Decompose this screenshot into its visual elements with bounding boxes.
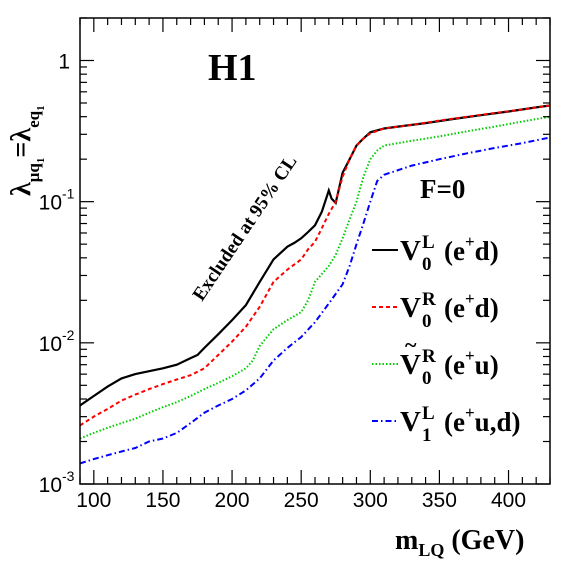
legend-superscript: L: [422, 232, 435, 253]
y-tick-label: 1: [58, 50, 70, 73]
legend-subscript: 0: [422, 368, 432, 389]
y-tick-exponent: -3: [62, 468, 75, 484]
legend-subscript: 1: [422, 425, 432, 446]
legend-subscript: 0: [422, 254, 432, 275]
legend-superscript: L: [422, 403, 435, 424]
x-tick-label: 300: [353, 489, 388, 512]
y-axis-title: λμq1=λeq1: [6, 105, 47, 196]
y-tick-base: 10: [39, 474, 62, 497]
series-v0r-ed-line: [80, 104, 550, 427]
x-tick-label: 150: [145, 489, 180, 512]
legend-process: (e+d): [444, 289, 499, 323]
y-tick-base: 10: [39, 192, 62, 215]
legend-superscript: R: [422, 346, 436, 367]
legend-v1l-eud: V L1 (e+u,d): [372, 403, 520, 446]
y-tick-label: 10 -2: [39, 327, 75, 356]
legend-symbol: V: [400, 292, 421, 324]
legend-symbol: V: [400, 349, 421, 381]
legend-process: (e+u,d): [444, 403, 520, 437]
x-tick-label: 250: [284, 489, 319, 512]
legend-v0l-ed: V L0 (e+d): [372, 232, 499, 275]
x-tick-label: 200: [215, 489, 250, 512]
legend-process: (e+u): [444, 346, 499, 380]
svg-text:λμq1=λeq1: λμq1=λeq1: [6, 105, 47, 196]
y-tick-label: 10 -1: [39, 186, 75, 215]
legend-v0r-tilde-eu: V~ R0 (e+u): [372, 332, 499, 389]
legend-symbol: V: [400, 406, 421, 438]
y-tick-base: 1: [58, 50, 70, 73]
x-tick-label: 350: [422, 489, 457, 512]
legend-tilde: ~: [405, 332, 417, 357]
legend-process: (e+d): [444, 232, 499, 266]
legend-subscript: 0: [422, 311, 432, 332]
legend-symbol: V: [400, 235, 421, 267]
legend-v0r-ed: V R0 (e+d): [372, 289, 499, 332]
coupling-label: F=0: [420, 174, 465, 204]
experiment-label: H1: [208, 47, 257, 89]
y-tick-exponent: -2: [62, 327, 75, 343]
series-v0r-tilde-eu-line: [80, 115, 550, 440]
series-curves: [80, 104, 550, 465]
y-tick-base: 10: [39, 333, 62, 356]
x-axis-title: mLQ (GeV): [395, 525, 524, 560]
x-tick-label: 100: [76, 489, 111, 512]
y-tick-exponent: -1: [62, 186, 75, 202]
legend-superscript: R: [422, 289, 436, 310]
y-tick-label: 10 -3: [39, 468, 75, 497]
x-tick-label: 400: [491, 489, 526, 512]
legend: V L0 (e+d)V R0 (e+d)V~ R0 (e+u)V L1 (e+u,d): [372, 232, 520, 446]
